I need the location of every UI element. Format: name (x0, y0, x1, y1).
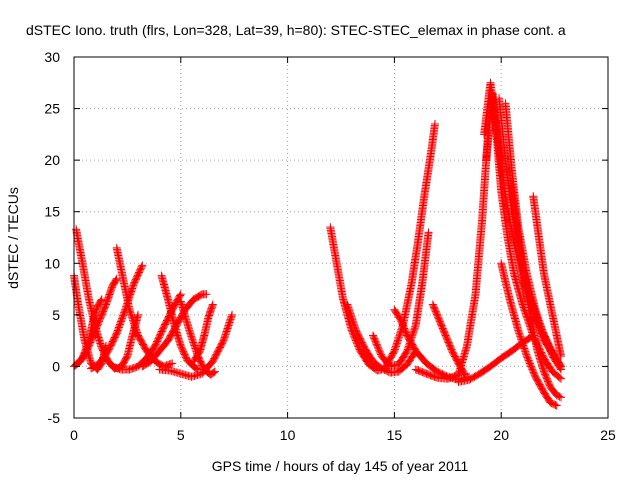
chart-title: dSTEC Iono. truth (flrs, Lon=328, Lat=39… (26, 22, 566, 38)
series-20 (454, 331, 538, 386)
data-point (166, 359, 175, 368)
data-point (97, 295, 106, 304)
y-tick-label: 30 (44, 49, 60, 65)
data-point (209, 368, 218, 377)
data-point (430, 120, 439, 129)
series-27 (529, 192, 566, 361)
series-4 (72, 295, 106, 369)
x-tick-label: 10 (280, 427, 296, 443)
data-point (424, 228, 433, 237)
data-point (227, 312, 236, 321)
data-point (210, 367, 219, 376)
data-point (228, 310, 237, 319)
series-26 (497, 259, 561, 410)
data-point (138, 261, 147, 270)
data-point (192, 364, 201, 373)
data-point (557, 352, 566, 361)
data-point (191, 363, 200, 372)
data-point (552, 401, 561, 410)
x-tick-label: 15 (387, 427, 403, 443)
series-15 (369, 228, 433, 371)
data-point (202, 290, 211, 299)
plot-frame (73, 56, 609, 419)
series-12 (189, 300, 217, 366)
series-25 (507, 181, 566, 402)
y-axis-label: dSTEC / TECUs (5, 187, 21, 289)
data-point (112, 275, 121, 284)
y-tick-label: 20 (44, 152, 60, 168)
data-point (176, 291, 185, 300)
axis-ticks: 0 5 10 15 20 25 -5 0 5 10 15 20 25 30 (44, 49, 616, 443)
data-point (551, 401, 560, 410)
y-tick-label: 0 (52, 358, 60, 374)
series-8 (157, 271, 202, 374)
x-tick-label: 5 (177, 427, 185, 443)
series-21 (480, 78, 566, 383)
data-point (557, 365, 566, 374)
data-point (556, 364, 565, 373)
series-16 (381, 120, 439, 371)
data-points (70, 78, 566, 410)
data-point (168, 359, 177, 368)
data-point (555, 392, 564, 401)
y-tick-label: 15 (44, 204, 60, 220)
data-point (97, 296, 106, 305)
y-tick-label: -5 (48, 410, 61, 426)
data-point (208, 369, 217, 378)
x-tick-label: 20 (493, 427, 509, 443)
x-axis-label: GPS time / hours of day 145 of year 2011 (212, 458, 469, 474)
y-tick-label: 5 (52, 307, 60, 323)
x-tick-label: 0 (70, 427, 78, 443)
data-point (137, 262, 146, 271)
series-10 (155, 310, 237, 381)
y-tick-label: 10 (44, 255, 60, 271)
data-point (176, 290, 185, 299)
series-6 (87, 261, 147, 373)
data-point (134, 310, 143, 319)
data-point (557, 393, 566, 402)
data-point (557, 374, 566, 383)
x-tick-label: 25 (600, 427, 616, 443)
y-tick-label: 25 (44, 101, 60, 117)
data-point (208, 300, 217, 309)
data-point (555, 373, 564, 382)
